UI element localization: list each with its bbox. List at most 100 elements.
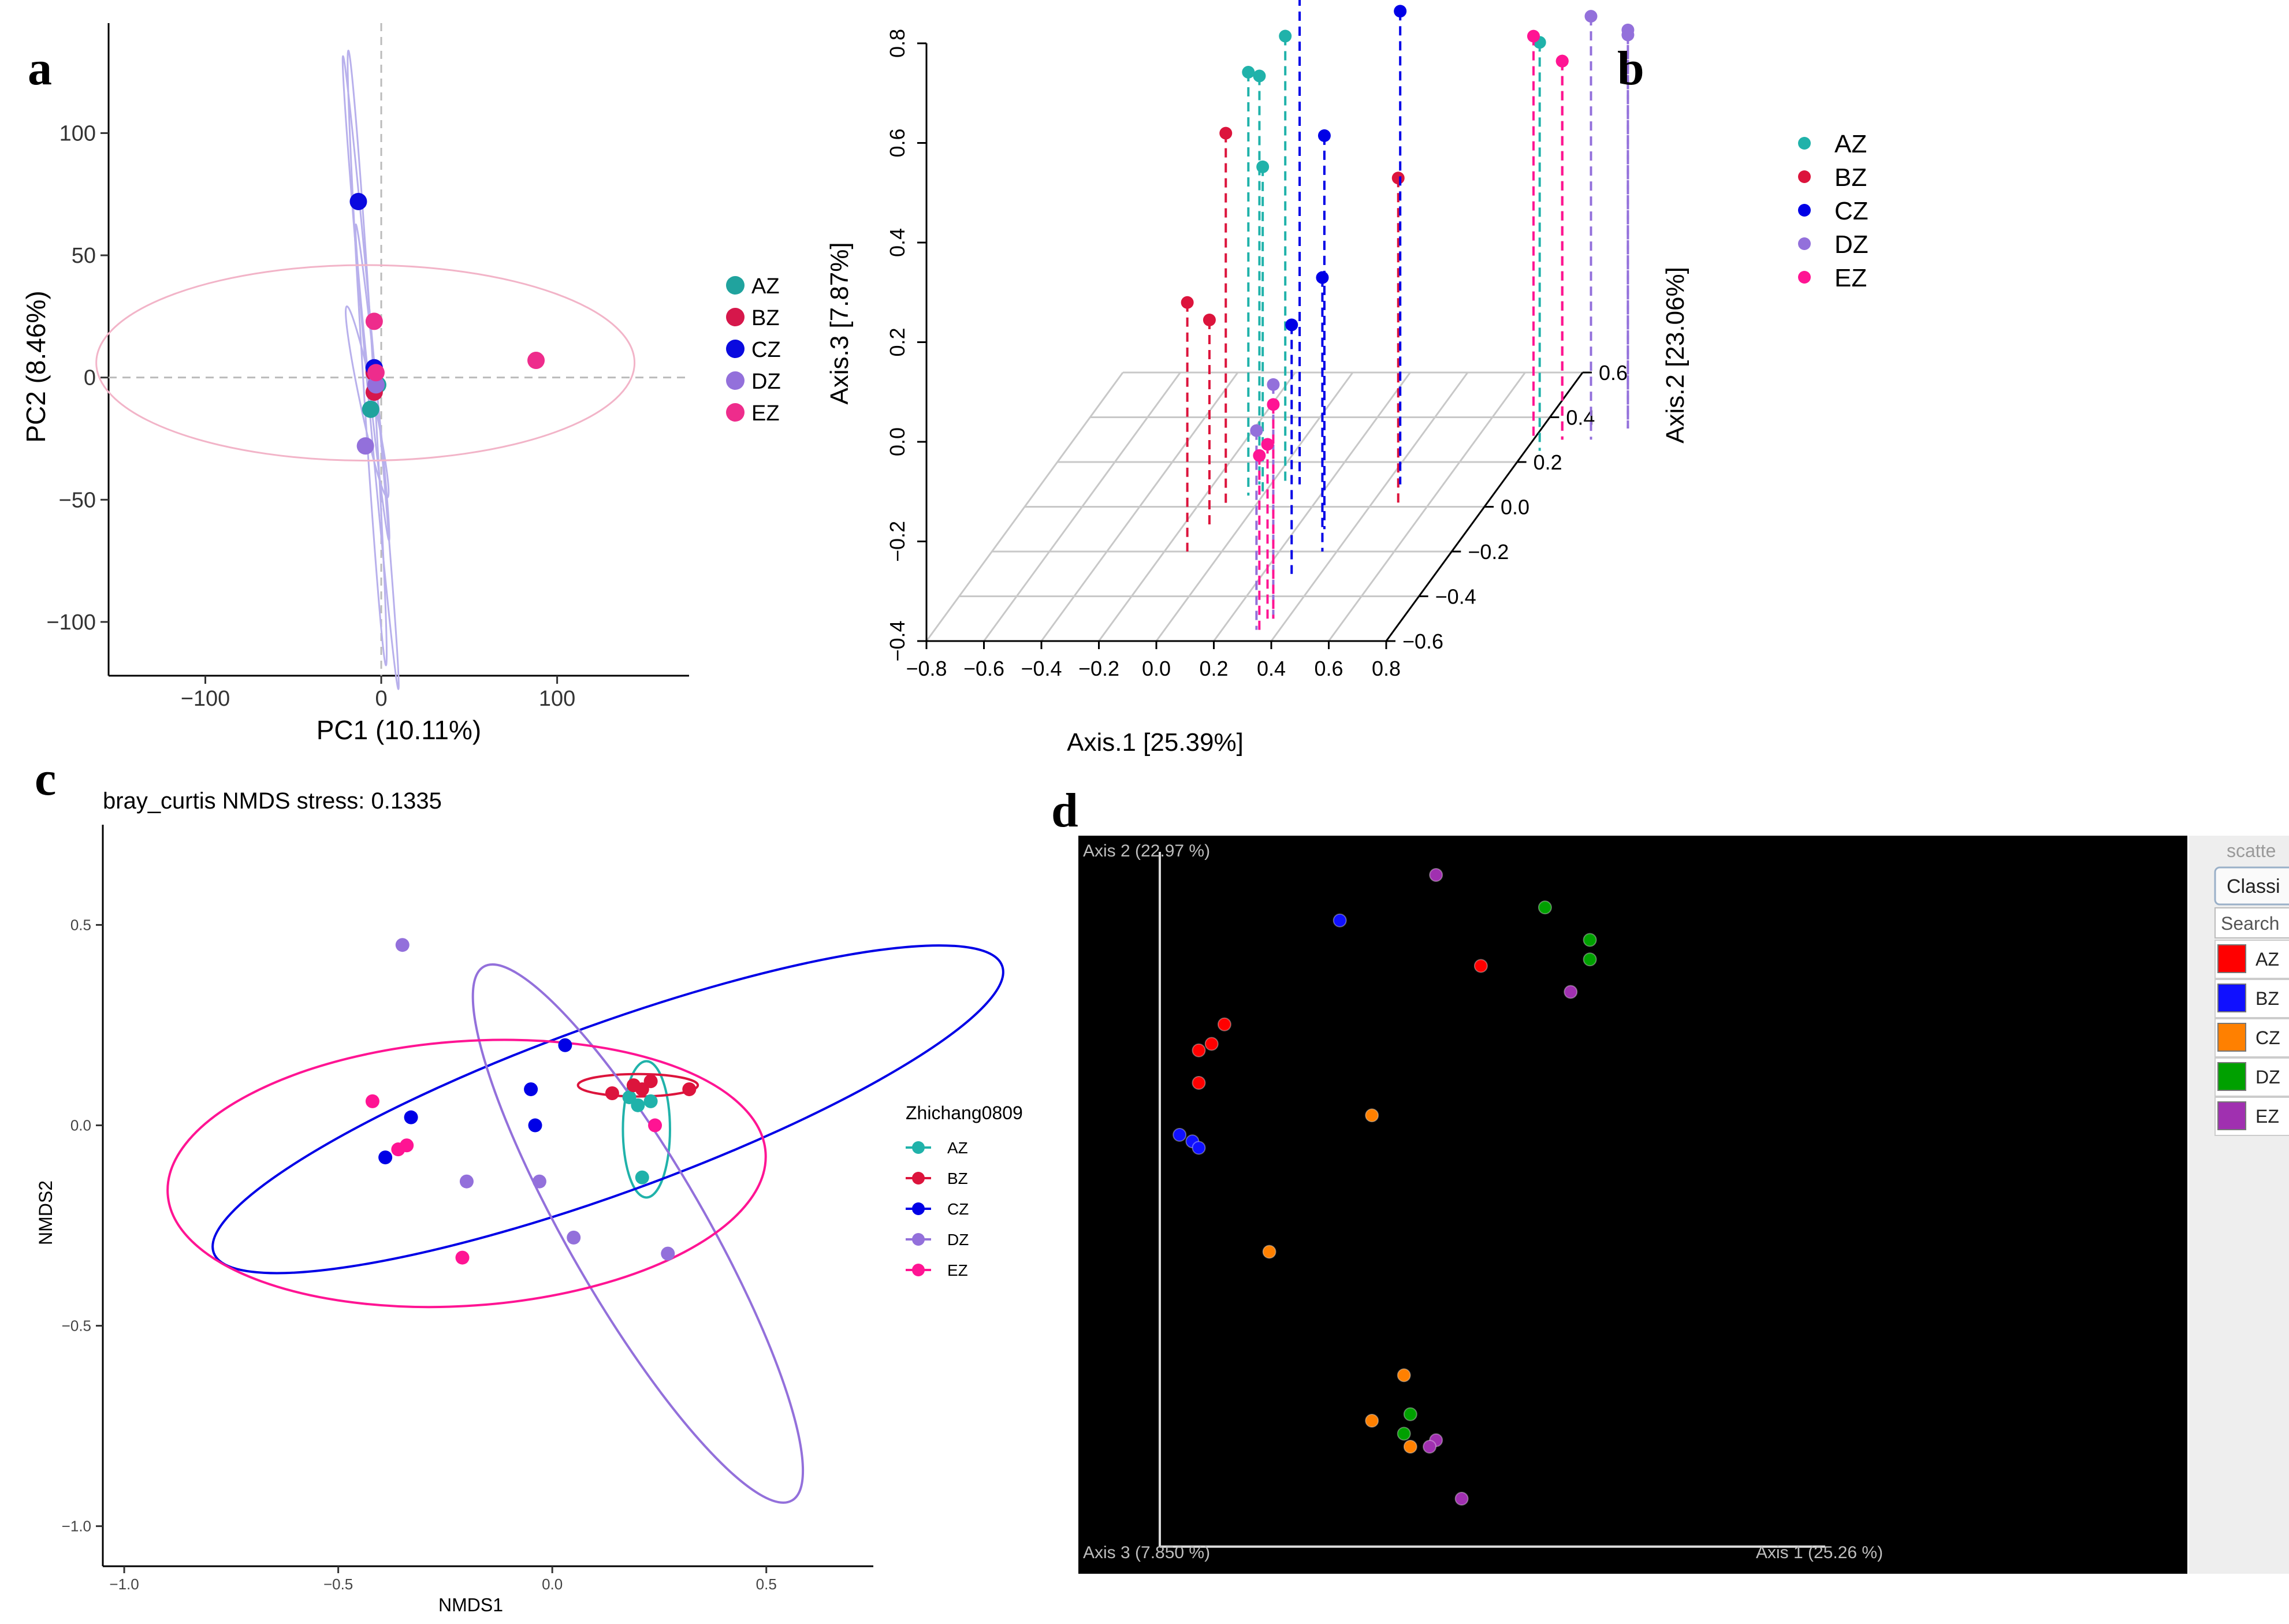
legend-label-ez: EZ (751, 401, 780, 426)
legend-label-az: AZ (751, 274, 780, 299)
point-cz (349, 192, 367, 210)
x-tick-label: 0.6 (1314, 657, 1343, 680)
legend-marker-az (912, 1141, 925, 1154)
panel-d: d Axis 2 (22.97 %) Axis 3 (7.850 %) Axis 1… (1051, 768, 2289, 1621)
point-ez (400, 1138, 414, 1153)
z-tick-label: 0.2 (885, 327, 909, 356)
point-ez (1527, 29, 1540, 43)
point-az (643, 1094, 658, 1108)
x-tick-label: 0.2 (1199, 657, 1228, 680)
x-tick-label: 0.4 (1257, 657, 1286, 680)
legend-label-bz: BZ (947, 1169, 968, 1187)
point-az (362, 400, 379, 418)
point-dz (1397, 1426, 1411, 1441)
x-axis-title: Axis.1 [25.39%] (1067, 728, 1244, 757)
y-axis-title: PC2 (8.46%) (21, 290, 51, 442)
point-bz (605, 1086, 619, 1101)
axis-3-label: Axis 3 (7.850 %) (1083, 1543, 1210, 1562)
point-az (631, 1098, 645, 1112)
legend-marker-cz (1798, 204, 1811, 217)
panel-a: a −100 0 100 100 50 0 −50 −100 PC1 (10.11%) PC2 (… (0, 0, 820, 751)
point-az (635, 1170, 649, 1185)
x-tick-label: 0.8 (1372, 657, 1401, 680)
panel-label: b (1617, 42, 1644, 95)
legend-marker-bz (726, 308, 745, 326)
ellipse-dz (471, 963, 805, 1504)
point-ez (367, 364, 385, 382)
point-dz (356, 437, 374, 455)
y-axis-title: NMDS2 (35, 1180, 56, 1245)
legend-label-cz: CZ (2255, 1027, 2280, 1048)
legend-title: Zhichang0809 (906, 1102, 1023, 1123)
legend-label-ez: EZ (1834, 264, 1867, 292)
ellipse-cz (211, 944, 1004, 1275)
axis-2-label: Axis 2 (22.97 %) (1083, 841, 1210, 861)
point-dz (661, 1246, 675, 1261)
legend-label-bz: BZ (2255, 988, 2279, 1009)
panel-label: c (35, 752, 57, 806)
legend-marker-dz (726, 371, 745, 390)
point-bz (1219, 126, 1233, 140)
legend-marker-ez (912, 1264, 925, 1276)
x-tick-label: 0.0 (1142, 657, 1171, 680)
y-tick-label: 0.5 (70, 917, 91, 934)
panel-c: c bray_curtis NMDS stress: 0.1335 −1.0 −0.… (0, 751, 1069, 1621)
point-ez (1261, 438, 1274, 451)
point-ez (1564, 985, 1578, 999)
x-tick-label: −0.5 (323, 1575, 353, 1593)
z-tick-label: 0.4 (885, 228, 909, 257)
point-cz (1365, 1414, 1379, 1428)
point-bz (643, 1074, 658, 1089)
point-ez (527, 352, 545, 370)
legend-swatch-bz (2217, 984, 2246, 1012)
y-tick-label: −50 (59, 488, 96, 512)
y-tick-label: 0.6 (1599, 361, 1628, 385)
point-cz (528, 1118, 542, 1133)
ellipse-ez (95, 264, 636, 462)
legend-label-dz: DZ (947, 1231, 969, 1249)
legend-swatch-az (2217, 944, 2246, 973)
x-tick-label: −0.6 (963, 657, 1004, 680)
z-tick-label: −0.2 (885, 521, 909, 562)
x-tick-label: −100 (181, 687, 230, 711)
legend-marker-cz (912, 1202, 925, 1215)
legend-label-ez: EZ (2255, 1106, 2279, 1127)
legend-label-bz: BZ (1834, 163, 1867, 192)
z-tick-label: 0.8 (885, 29, 909, 58)
y-tick-label: 100 (59, 121, 96, 146)
z-tick-label: 0.0 (885, 427, 909, 456)
legend-marker-cz (726, 340, 745, 358)
point-bz (682, 1082, 697, 1097)
legend-label-dz: DZ (2255, 1067, 2280, 1087)
pca-chart-a: −100 0 100 100 50 0 −50 −100 PC1 (10.11%) PC2 (8.… (21, 23, 781, 745)
point-cz (1394, 5, 1407, 18)
panel-label: a (28, 42, 52, 95)
sidebar-mode-label: scatte (2227, 840, 2276, 861)
x-tick-label: −0.2 (1078, 657, 1119, 680)
point-cz (558, 1038, 572, 1052)
pcoa-3d-chart-b: 0.80.60.40.20.0−0.2−0.4−0.8 −0.6 −0.4 −0.2 0… (825, 0, 1869, 757)
point-cz (1262, 1245, 1276, 1259)
legend-marker-bz (1798, 170, 1811, 183)
point-az (1256, 160, 1270, 173)
y-tick-label: −100 (46, 610, 96, 635)
z-tick-label: 0.6 (885, 128, 909, 157)
point-bz (1391, 172, 1405, 185)
x-tick-label: 100 (539, 687, 575, 711)
legend-label-cz: CZ (947, 1200, 969, 1218)
point-dz (1584, 10, 1598, 23)
legend-label-cz: CZ (1834, 197, 1869, 225)
x-tick-label: 0.0 (542, 1575, 563, 1593)
point-cz (1403, 1440, 1417, 1454)
legend-label-bz: BZ (751, 306, 780, 330)
x-tick-label: 0 (375, 687, 387, 711)
point-cz (404, 1110, 418, 1124)
ellipse-ez (166, 1038, 767, 1309)
plot-background (1078, 836, 2187, 1574)
point-az (1192, 1043, 1206, 1057)
point-dz (1583, 952, 1597, 967)
z-axis-title: Axis.3 [7.87%] (825, 242, 854, 404)
point-az (1192, 1076, 1206, 1090)
legend-marker-ez (726, 403, 745, 422)
point-ez (1429, 868, 1443, 882)
